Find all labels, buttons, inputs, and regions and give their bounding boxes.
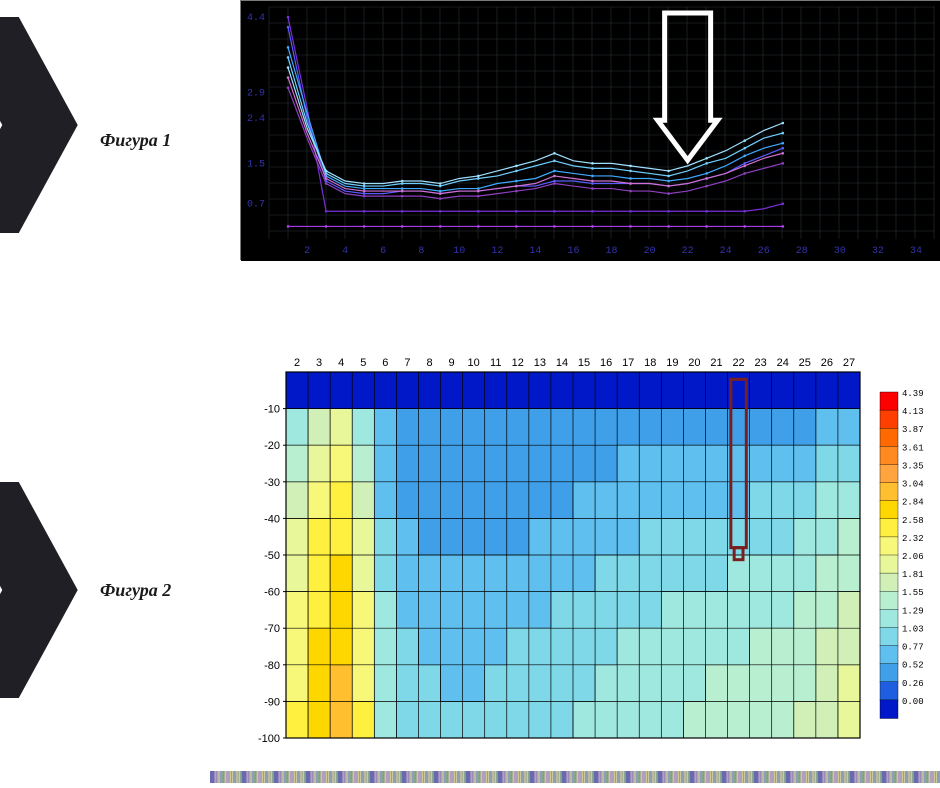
svg-text:3.04: 3.04 xyxy=(902,480,924,490)
svg-text:1.5: 1.5 xyxy=(247,159,265,170)
svg-text:2: 2 xyxy=(294,357,300,369)
svg-text:10: 10 xyxy=(453,246,465,257)
svg-text:30: 30 xyxy=(834,246,846,257)
svg-text:19: 19 xyxy=(666,357,678,369)
svg-text:0.26: 0.26 xyxy=(902,679,924,689)
svg-text:12: 12 xyxy=(512,357,524,369)
svg-text:6: 6 xyxy=(380,246,386,257)
svg-text:3.35: 3.35 xyxy=(902,461,924,471)
svg-text:16: 16 xyxy=(567,246,579,257)
svg-text:16: 16 xyxy=(600,357,612,369)
svg-text:6: 6 xyxy=(382,357,388,369)
svg-text:14: 14 xyxy=(556,357,568,369)
svg-text:-20: -20 xyxy=(264,440,280,452)
svg-text:8: 8 xyxy=(426,357,432,369)
svg-text:10: 10 xyxy=(468,357,480,369)
svg-text:-90: -90 xyxy=(264,696,280,708)
chevron-decor-2 xyxy=(0,480,80,700)
heatmap-chart: 2345678910111213141516171819202122232425… xyxy=(240,350,940,750)
svg-text:21: 21 xyxy=(710,357,722,369)
svg-text:2.84: 2.84 xyxy=(902,498,924,508)
svg-text:18: 18 xyxy=(606,246,618,257)
svg-text:18: 18 xyxy=(644,357,656,369)
svg-text:1.03: 1.03 xyxy=(902,624,924,634)
svg-text:14: 14 xyxy=(529,246,541,257)
svg-text:0.77: 0.77 xyxy=(902,643,924,653)
svg-text:1.81: 1.81 xyxy=(902,570,924,580)
svg-text:2.58: 2.58 xyxy=(902,516,924,526)
svg-text:27: 27 xyxy=(843,357,855,369)
svg-text:0.52: 0.52 xyxy=(902,661,924,671)
figure-1-label: Фигура 1 xyxy=(100,130,171,151)
svg-text:4: 4 xyxy=(338,357,344,369)
svg-text:24: 24 xyxy=(720,246,732,257)
svg-text:2: 2 xyxy=(304,246,310,257)
svg-text:4.13: 4.13 xyxy=(902,407,924,417)
svg-text:3.87: 3.87 xyxy=(902,425,924,435)
svg-text:20: 20 xyxy=(644,246,656,257)
svg-text:15: 15 xyxy=(578,357,590,369)
svg-text:1.29: 1.29 xyxy=(902,606,924,616)
svg-text:-30: -30 xyxy=(264,477,280,489)
svg-text:4.39: 4.39 xyxy=(902,389,924,399)
svg-text:-60: -60 xyxy=(264,587,280,599)
svg-text:2.32: 2.32 xyxy=(902,534,924,544)
svg-text:-70: -70 xyxy=(264,623,280,635)
chevron-decor-1 xyxy=(0,15,80,235)
svg-text:24: 24 xyxy=(777,357,789,369)
svg-text:0.7: 0.7 xyxy=(247,200,265,211)
svg-text:4: 4 xyxy=(342,246,348,257)
svg-text:22: 22 xyxy=(682,246,694,257)
svg-text:9: 9 xyxy=(449,357,455,369)
svg-text:5: 5 xyxy=(360,357,366,369)
svg-text:4.4: 4.4 xyxy=(247,13,265,24)
svg-text:23: 23 xyxy=(755,357,767,369)
svg-text:-100: -100 xyxy=(258,733,280,745)
noise-strip xyxy=(210,770,940,782)
svg-text:20: 20 xyxy=(688,357,700,369)
svg-text:-10: -10 xyxy=(264,404,280,416)
svg-text:-40: -40 xyxy=(264,513,280,525)
svg-text:13: 13 xyxy=(534,357,546,369)
svg-text:-80: -80 xyxy=(264,660,280,672)
svg-text:25: 25 xyxy=(799,357,811,369)
svg-text:12: 12 xyxy=(491,246,503,257)
svg-text:26: 26 xyxy=(758,246,770,257)
svg-text:3: 3 xyxy=(316,357,322,369)
svg-text:34: 34 xyxy=(910,246,922,257)
svg-text:17: 17 xyxy=(622,357,634,369)
svg-text:28: 28 xyxy=(796,246,808,257)
svg-text:26: 26 xyxy=(821,357,833,369)
svg-text:22: 22 xyxy=(732,357,744,369)
figure-2-label: Фигура 2 xyxy=(100,580,171,601)
svg-text:0.00: 0.00 xyxy=(902,697,924,707)
svg-text:8: 8 xyxy=(418,246,424,257)
line-chart: 2468101214161820222426283032340.71.52.42… xyxy=(240,0,940,260)
svg-text:11: 11 xyxy=(490,357,501,369)
svg-text:32: 32 xyxy=(872,246,884,257)
svg-text:-50: -50 xyxy=(264,550,280,562)
svg-text:3.61: 3.61 xyxy=(902,443,924,453)
svg-text:2.4: 2.4 xyxy=(247,114,265,125)
svg-text:7: 7 xyxy=(404,357,410,369)
svg-text:1.55: 1.55 xyxy=(902,588,924,598)
svg-text:2.9: 2.9 xyxy=(247,89,265,100)
svg-text:2.06: 2.06 xyxy=(902,552,924,562)
